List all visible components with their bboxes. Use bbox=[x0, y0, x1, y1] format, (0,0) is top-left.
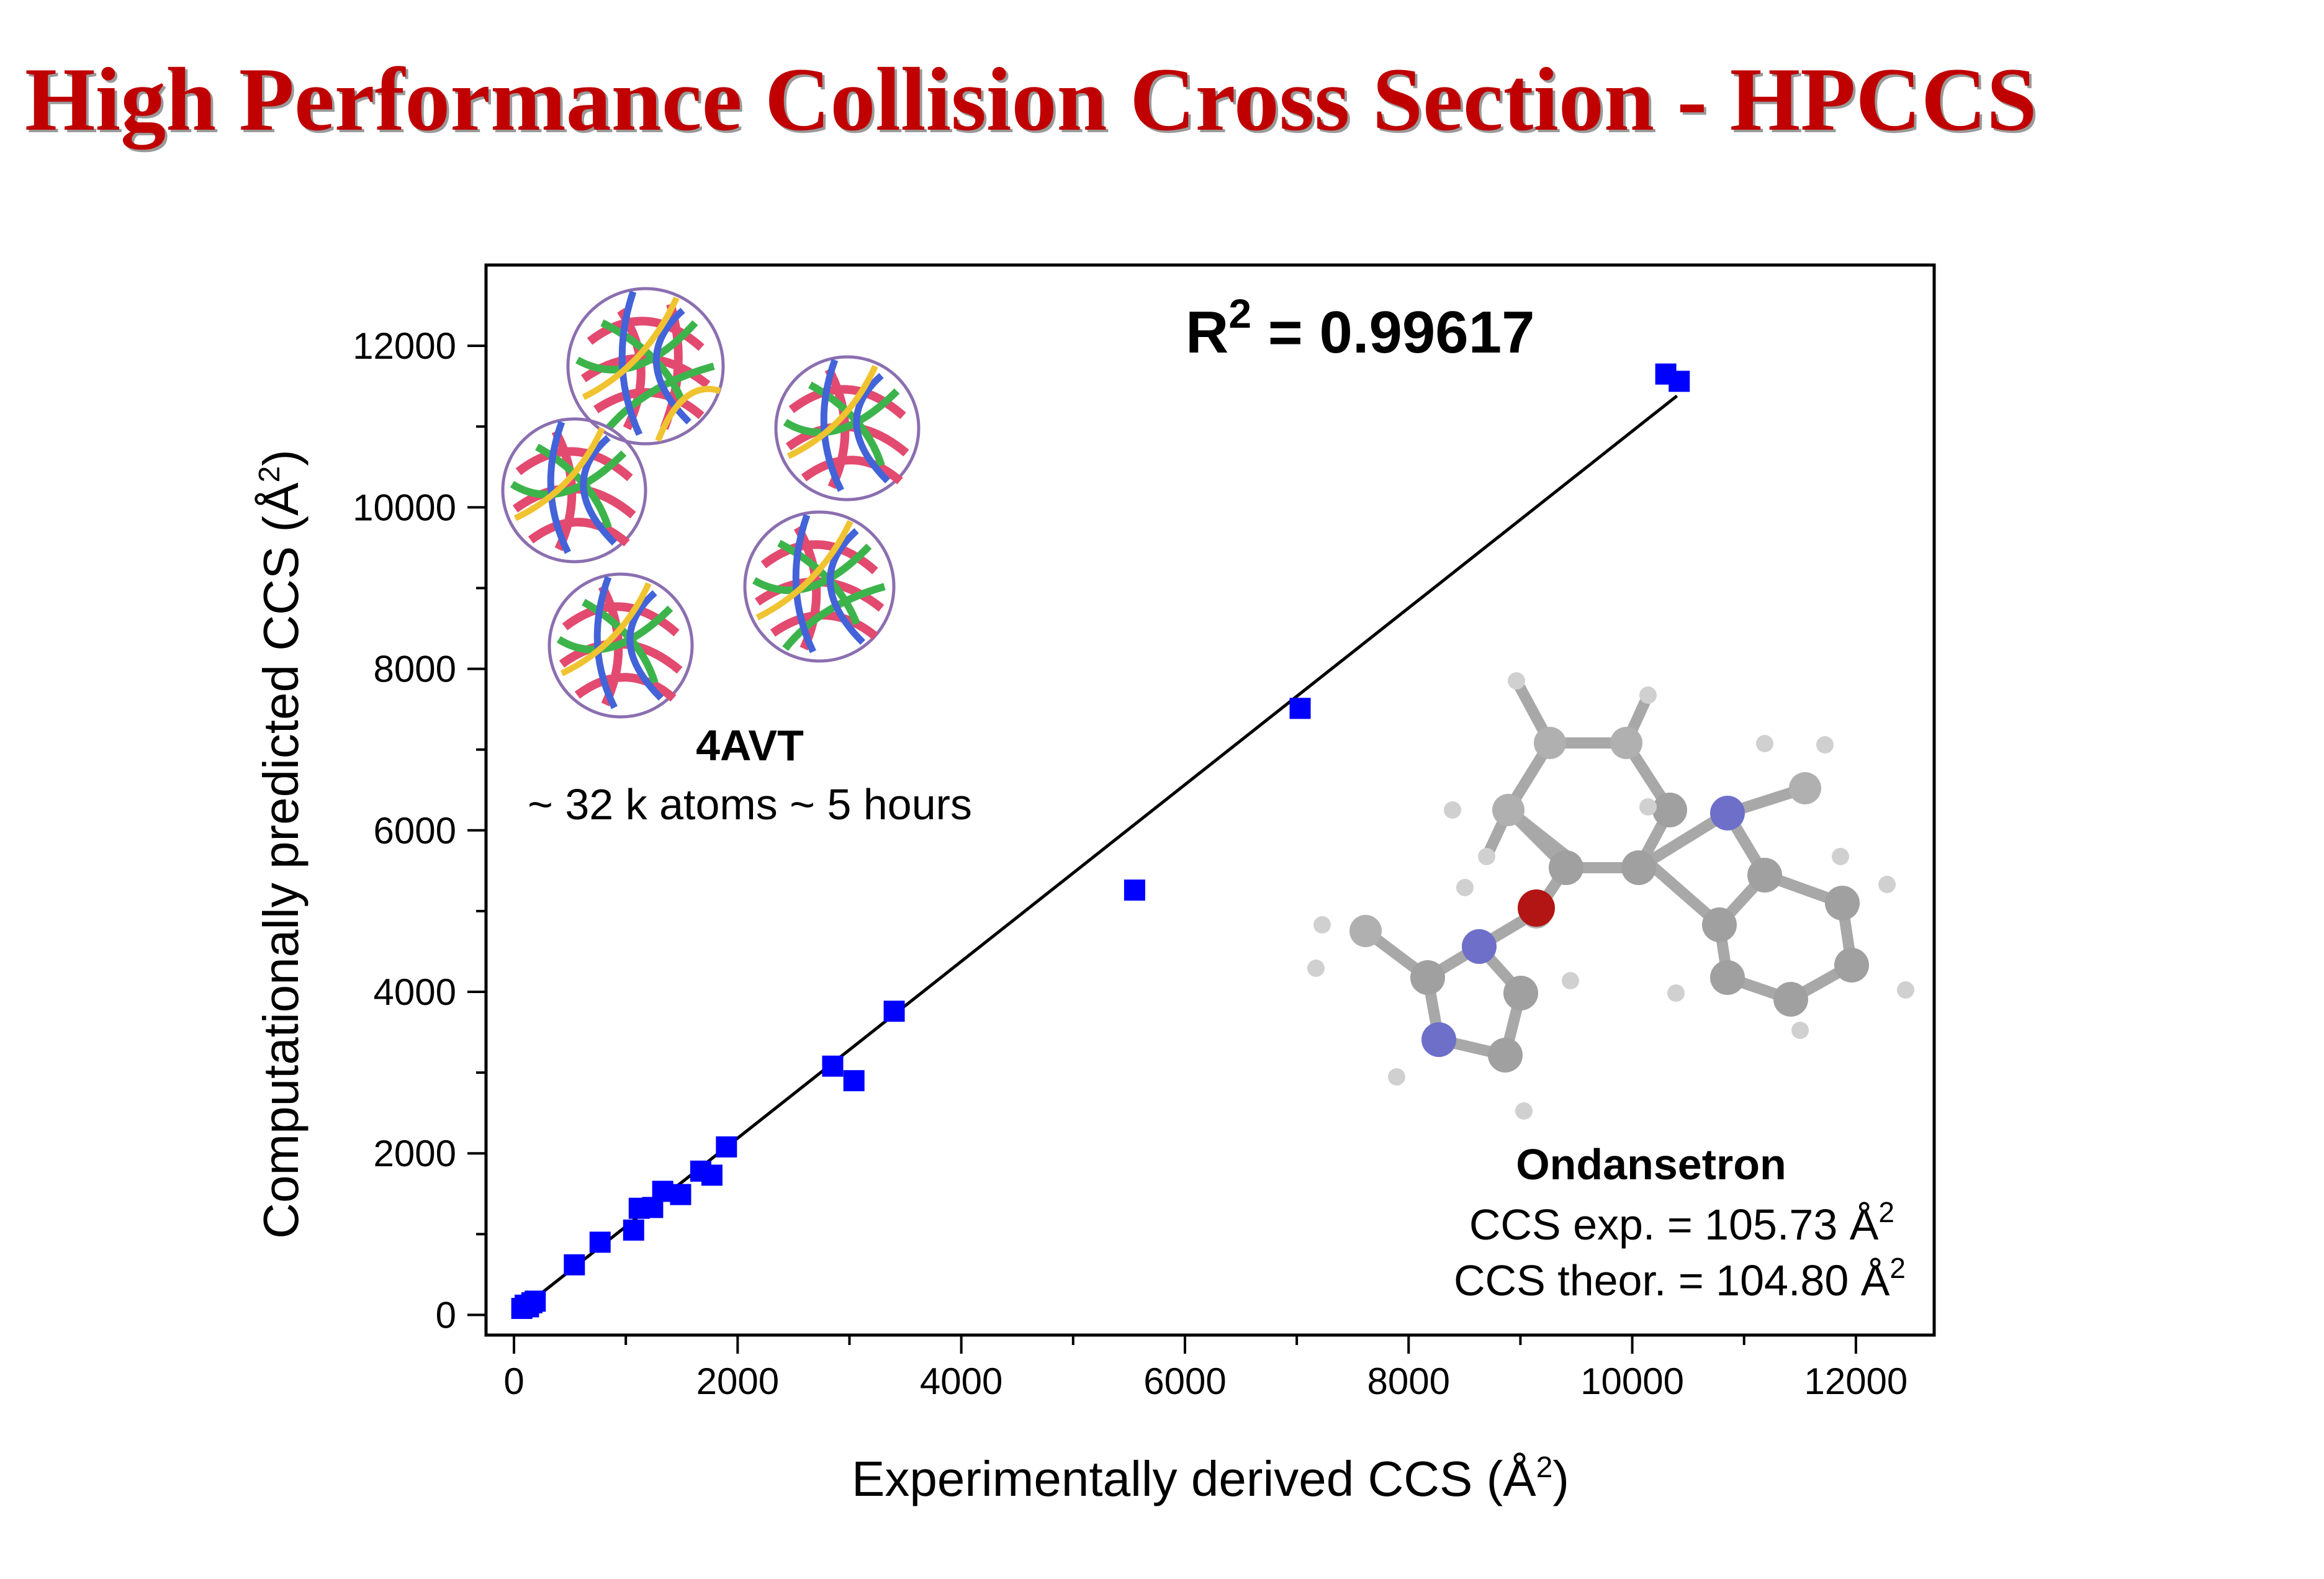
data-point bbox=[1124, 879, 1145, 901]
ccs-exp-label: CCS exp. = 105.73 Å2 bbox=[1469, 1196, 1894, 1249]
data-point bbox=[525, 1290, 546, 1312]
x-tick-label: 0 bbox=[503, 1361, 524, 1402]
ondansetron-molecule-illustration bbox=[1307, 672, 1914, 1120]
regression-line bbox=[513, 394, 1678, 1316]
data-point bbox=[589, 1231, 611, 1253]
data-point bbox=[822, 1055, 844, 1077]
data-point bbox=[670, 1184, 691, 1205]
y-tick-label: 12000 bbox=[353, 325, 456, 367]
data-point bbox=[843, 1070, 865, 1092]
x-axis-title: Experimentally derived CCS (Å2) bbox=[852, 1451, 1569, 1506]
protein-name-label: 4AVT bbox=[696, 721, 804, 770]
y-tick-label: 6000 bbox=[374, 810, 456, 852]
y-tick-label: 8000 bbox=[374, 649, 456, 690]
molecule-name-label: Ondansetron bbox=[1516, 1140, 1786, 1189]
x-tick-label: 10000 bbox=[1580, 1361, 1684, 1402]
data-point bbox=[652, 1181, 673, 1202]
page-title: High Performance Collision Cross Section… bbox=[25, 49, 2037, 150]
data-point bbox=[701, 1164, 723, 1186]
y-axis-title: Computationally predicted CCS (Å2) bbox=[253, 449, 309, 1239]
y-tick-label: 4000 bbox=[374, 971, 456, 1013]
ccs-theor-label: CCS theor. = 104.80 Å2 bbox=[1454, 1252, 1906, 1305]
x-tick-label: 6000 bbox=[1143, 1361, 1226, 1402]
data-point bbox=[623, 1219, 644, 1241]
data-point bbox=[716, 1136, 737, 1158]
data-point bbox=[1669, 371, 1690, 392]
data-point bbox=[564, 1254, 585, 1275]
protein-4avt-illustration bbox=[501, 287, 921, 719]
x-tick-label: 2000 bbox=[696, 1361, 779, 1402]
y-tick-label: 10000 bbox=[353, 487, 456, 528]
y-tick-label: 2000 bbox=[374, 1133, 456, 1174]
plot-frame bbox=[484, 263, 1936, 1337]
x-tick-label: 8000 bbox=[1367, 1361, 1450, 1402]
y-tick-label: 0 bbox=[436, 1294, 456, 1336]
data-point bbox=[1289, 698, 1311, 719]
r-squared-annotation: R2 = 0.99617 bbox=[1186, 290, 1534, 366]
x-tick-label: 12000 bbox=[1804, 1361, 1907, 1402]
data-point bbox=[883, 1001, 905, 1022]
x-tick-label: 4000 bbox=[920, 1361, 1002, 1402]
protein-info-label: ~ 32 k atoms ~ 5 hours bbox=[528, 780, 972, 829]
